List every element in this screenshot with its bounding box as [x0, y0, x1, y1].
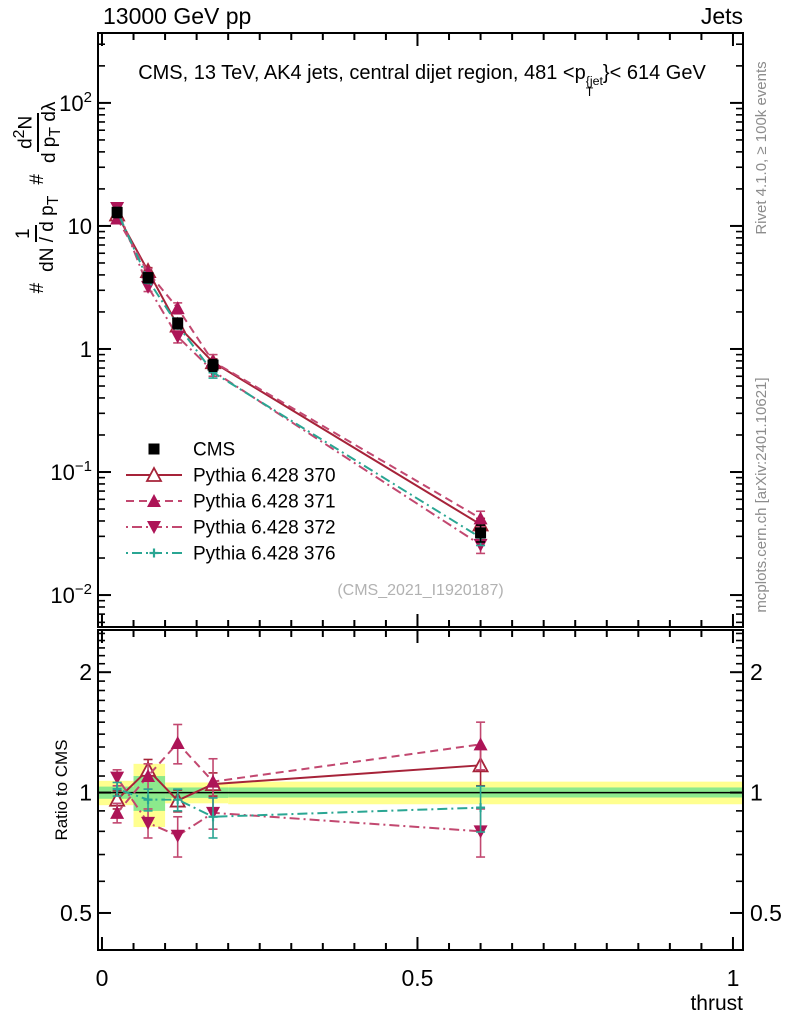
svg-text:10: 10 [68, 214, 92, 239]
pt-jet-supsub: {jet T [585, 73, 603, 100]
legend-entry: Pythia 6.428 376 [126, 544, 336, 565]
pt-jet-superscript: {jet [585, 73, 603, 88]
plot-title-suffix: }< 614 GeV [602, 62, 706, 84]
axis-ticks [98, 33, 743, 950]
plot-title-text: CMS, 13 TeV, AK4 jets, central dijet reg… [138, 62, 586, 84]
ratio-uncertainty-bands [98, 763, 743, 828]
beam-energy-label: 13000 GeV pp [103, 3, 252, 29]
tick-labels: 102 10 1 10−1 10−2 0.5 0.5 1 1 2 2 0 0.5 1 [50, 89, 782, 991]
svg-text:10−1: 10−1 [50, 458, 92, 485]
x-axis-label: thrust [690, 992, 743, 1015]
analysis-id-watermark: (CMS_2021_I1920187) [337, 582, 504, 599]
legend-label: CMS [193, 440, 235, 461]
svg-text:102: 102 [59, 89, 92, 116]
process-label: Jets [700, 3, 743, 29]
svg-text:2: 2 [79, 659, 92, 685]
svg-text:1: 1 [750, 780, 763, 806]
legend-entry: Pythia 6.428 372 [126, 518, 336, 539]
legend-entry: Pythia 6.428 371 [126, 492, 336, 513]
pt-jet-subscript: T [585, 85, 594, 100]
svg-text:1: 1 [80, 337, 92, 362]
svg-text:0.5: 0.5 [60, 900, 92, 926]
legend-label: Pythia 6.428 371 [193, 492, 336, 513]
legend-label: Pythia 6.428 376 [193, 544, 336, 565]
legend-entry: CMS [148, 440, 235, 461]
legend-label: Pythia 6.428 372 [193, 518, 336, 539]
svg-text:1: 1 [727, 965, 740, 991]
svg-text:0.5: 0.5 [401, 965, 433, 991]
legend-label: Pythia 6.428 370 [193, 466, 336, 487]
series-CMS-data [111, 206, 487, 543]
plot-title: CMS, 13 TeV, AK4 jets, central dijet reg… [98, 62, 746, 99]
legend: CMS Pythia 6.428 370 Pythia 6.428 371 Pythi… [126, 440, 336, 565]
svg-text:10−2: 10−2 [50, 581, 92, 608]
svg-text:0: 0 [96, 965, 109, 991]
svg-text:1: 1 [79, 780, 92, 806]
legend-entry: Pythia 6.428 370 [126, 466, 336, 487]
panel-frames [97, 32, 744, 951]
svg-text:0.5: 0.5 [750, 900, 782, 926]
svg-text:2: 2 [750, 659, 763, 685]
